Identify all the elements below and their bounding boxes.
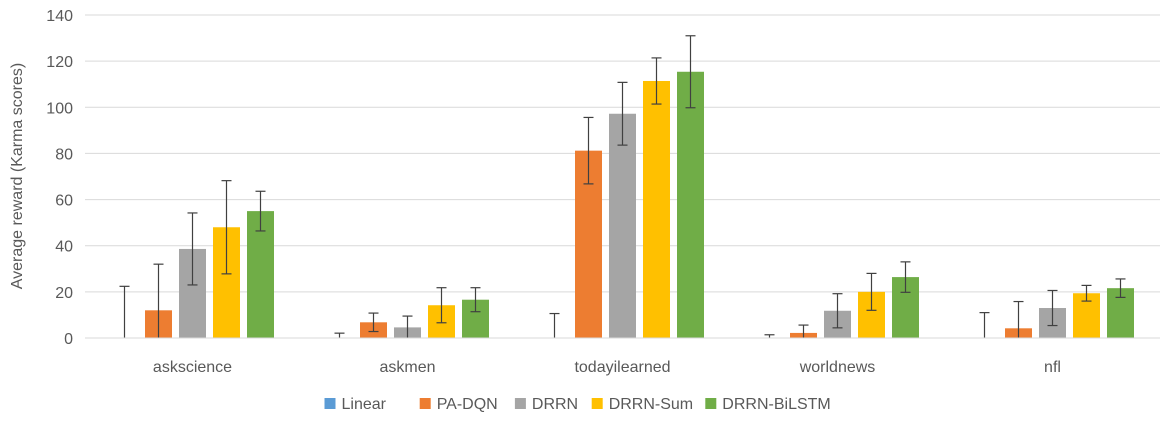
legend-label: PA-DQN xyxy=(437,396,498,413)
y-tick-label: 120 xyxy=(46,54,73,71)
legend-swatch xyxy=(705,398,717,409)
x-tick-label: askmen xyxy=(379,359,435,376)
legend-swatch xyxy=(591,398,603,409)
y-tick-label: 60 xyxy=(55,193,73,210)
legend-label: DRRN-Sum xyxy=(609,396,693,413)
legend-label: Linear xyxy=(342,396,387,413)
legend-label: DRRN xyxy=(532,396,578,413)
y-tick-label: 100 xyxy=(46,100,73,117)
error-bars xyxy=(119,35,1126,338)
x-tick-label: todayilearned xyxy=(574,359,670,376)
y-tick-label: 40 xyxy=(55,239,73,256)
legend-swatch xyxy=(324,398,336,409)
x-tick-label: nfl xyxy=(1044,359,1061,376)
bar xyxy=(677,71,704,339)
axes: 0 20 40 60 80 100 120 140 askscience askmen todayi… xyxy=(46,8,1160,376)
bar xyxy=(643,80,670,338)
y-tick-label: 0 xyxy=(64,331,73,348)
legend-label: DRRN-BiLSTM xyxy=(722,396,830,413)
y-tick-label: 20 xyxy=(55,285,73,302)
y-tick-label: 80 xyxy=(55,146,73,163)
y-tick-label: 140 xyxy=(46,8,73,25)
bars xyxy=(145,71,1134,339)
bar xyxy=(609,113,636,338)
y-axis-label: Average reward (Karma scores) xyxy=(9,63,26,289)
legend-swatch xyxy=(514,398,526,409)
x-tick-label: worldnews xyxy=(799,359,876,376)
legend: Linear PA-DQN DRRN DRRN-Sum DRRN-BiLSTM xyxy=(324,396,831,413)
legend-swatch xyxy=(419,398,431,409)
x-tick-label: askscience xyxy=(153,359,232,376)
bar xyxy=(247,211,274,338)
